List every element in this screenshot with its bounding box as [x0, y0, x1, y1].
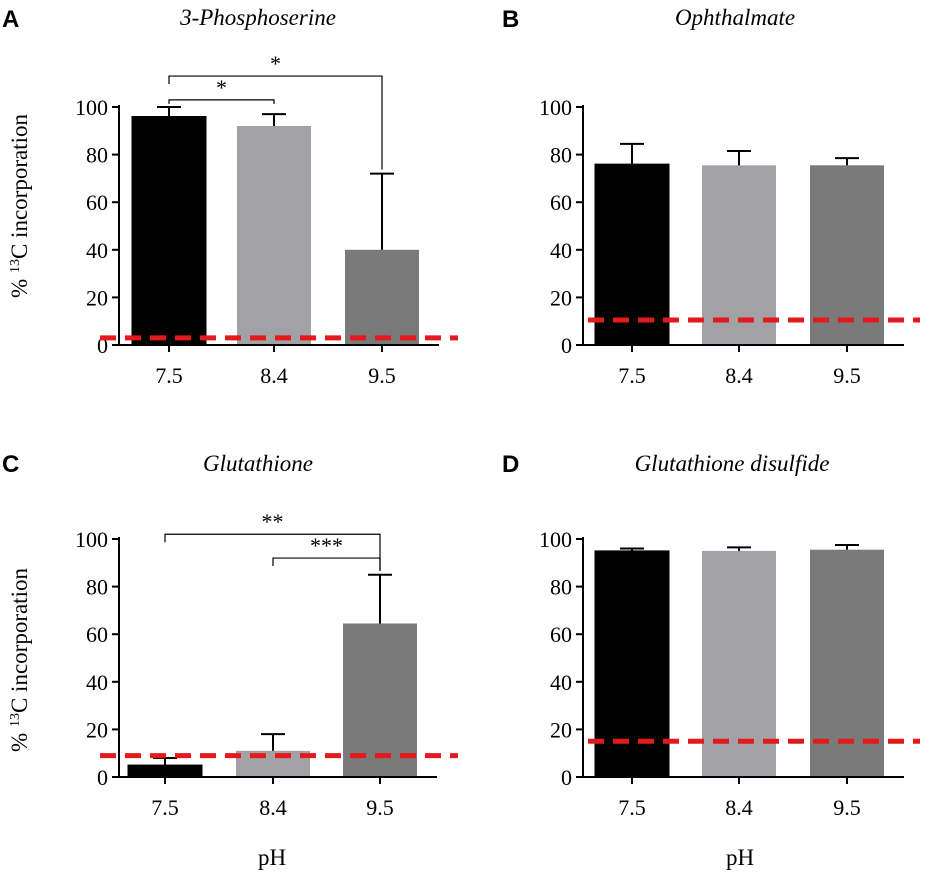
panel-b-bar-7.5 — [594, 163, 670, 346]
panel-d-x-axis-title: pH — [726, 845, 754, 870]
panel-a-x-tick-label-9.5: 9.5 — [368, 363, 396, 388]
panel-b-y-tick-label-60: 60 — [550, 190, 572, 215]
panel-c-y-tick-label-40: 40 — [86, 670, 108, 695]
panel-b-letter: B — [502, 6, 519, 33]
panel-a-plot: 0 20 40 60 80 100 7.5 8.4 9.5 * * — [75, 51, 458, 388]
panel-c-y-tick-label-100: 100 — [75, 527, 108, 552]
panel-a-y-tick-label-0: 0 — [97, 333, 108, 358]
panel-a-x-tick-label-8.4: 8.4 — [260, 363, 288, 388]
panel-a-bar-9.5 — [345, 249, 419, 345]
panel-b-y-tick-label-0: 0 — [561, 333, 572, 358]
panel-c-y-axis-title: % 13C incorporation — [7, 568, 32, 752]
panel-c-x-tick-label-7.5: 7.5 — [151, 795, 179, 820]
panel-a-significance-label-1: * — [216, 75, 227, 100]
panel-c-bar-8.4 — [236, 750, 310, 777]
panel-a-x-tick-label-7.5: 7.5 — [155, 363, 183, 388]
panel-c-y-tick-label-60: 60 — [86, 622, 108, 647]
panel-c-letter: C — [2, 451, 19, 478]
panel-d-title: Glutathione disulfide — [635, 451, 830, 476]
panel-d-letter: D — [502, 451, 519, 478]
panel-c-significance-label-2: *** — [310, 533, 343, 558]
panel-d-plot: 0 20 40 60 80 100 7.5 8.4 9.5 — [539, 527, 920, 820]
panel-a-letter: A — [2, 6, 19, 33]
panel-b-y-tick-label-40: 40 — [550, 238, 572, 263]
panel-b-x-tick-label-8.4: 8.4 — [725, 363, 753, 388]
panel-b-bar-8.4 — [702, 165, 776, 345]
panel-c: C Glutathione % 13C incorporation pH 0 20… — [2, 451, 458, 870]
panel-a-title: 3-Phosphoserine — [179, 5, 336, 30]
panel-b: B Ophthalmate 0 20 40 60 80 100 7.5 8.4 9.5 — [502, 5, 920, 388]
panel-d-bar-7.5 — [594, 550, 670, 778]
panel-b-y-tick-label-100: 100 — [539, 95, 572, 120]
panel-a-y-tick-label-100: 100 — [75, 95, 108, 120]
panel-c-y-tick-label-0: 0 — [97, 765, 108, 790]
panel-b-title: Ophthalmate — [675, 5, 795, 30]
panel-b-x-tick-label-7.5: 7.5 — [618, 363, 646, 388]
panel-a-bar-8.4 — [237, 126, 311, 345]
panel-c-x-tick-label-9.5: 9.5 — [366, 795, 394, 820]
panel-c-x-axis-title: pH — [258, 845, 286, 870]
panel-a: A 3-Phosphoserine % 13C incorporation 0 2… — [2, 5, 458, 388]
panel-c-significance-label-1: ** — [262, 509, 284, 534]
panel-c-bar-9.5 — [343, 623, 417, 777]
panel-a-significance-bracket-2 — [168, 75, 383, 170]
panel-d: D Glutathione disulfide pH 0 20 40 60 80 100 7… — [502, 451, 920, 870]
panel-d-y-tick-label-100: 100 — [539, 527, 572, 552]
panel-a-significance-bracket-1 — [168, 99, 275, 104]
panel-c-bar-7.5 — [127, 764, 203, 778]
panel-b-x-tick-label-9.5: 9.5 — [833, 363, 861, 388]
panel-d-y-tick-label-20: 20 — [550, 717, 572, 742]
panel-b-y-tick-label-80: 80 — [550, 143, 572, 168]
panel-a-y-tick-label-20: 20 — [86, 285, 108, 310]
panel-c-y-tick-label-80: 80 — [86, 575, 108, 600]
panel-c-significance-bracket-1 — [164, 533, 381, 571]
panel-b-bar-9.5 — [810, 165, 884, 345]
panel-a-y-tick-label-80: 80 — [86, 143, 108, 168]
panel-d-y-tick-label-80: 80 — [550, 575, 572, 600]
panel-c-significance-bracket-2 — [272, 557, 381, 571]
panel-c-x-tick-label-8.4: 8.4 — [259, 795, 287, 820]
panel-a-y-tick-label-40: 40 — [86, 238, 108, 263]
panel-a-bar-7.5 — [131, 116, 207, 346]
panel-a-y-axis-title: % 13C incorporation — [7, 114, 32, 298]
panel-d-y-tick-label-60: 60 — [550, 622, 572, 647]
panel-a-y-tick-label-60: 60 — [86, 190, 108, 215]
panel-c-title: Glutathione — [203, 451, 313, 476]
panel-d-x-tick-label-8.4: 8.4 — [725, 795, 753, 820]
panel-d-y-tick-label-40: 40 — [550, 670, 572, 695]
panel-a-significance-label-2: * — [270, 51, 281, 76]
panel-d-x-tick-label-9.5: 9.5 — [833, 795, 861, 820]
panel-d-x-tick-label-7.5: 7.5 — [618, 795, 646, 820]
panel-b-y-tick-label-20: 20 — [550, 285, 572, 310]
panel-d-y-tick-label-0: 0 — [561, 765, 572, 790]
panel-b-plot: 0 20 40 60 80 100 7.5 8.4 9.5 — [539, 95, 920, 388]
panel-c-y-tick-label-20: 20 — [86, 717, 108, 742]
